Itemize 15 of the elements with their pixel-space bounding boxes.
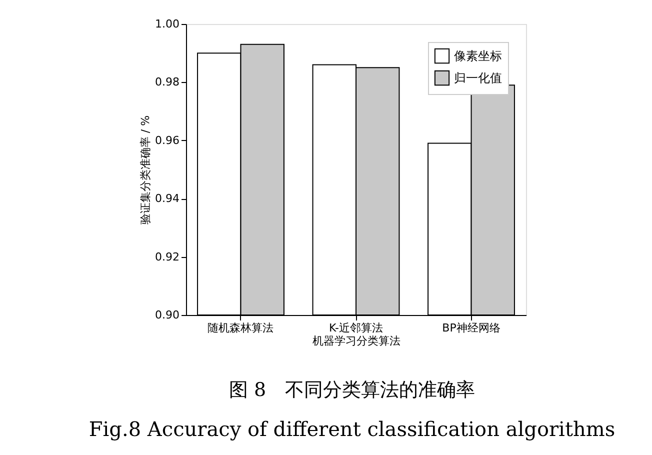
y-tick-label: 0.96 [155,134,180,147]
caption: Fig.8 Accuracy of different classification algorithms [88,417,616,441]
y-tick-label: 1.00 [155,18,180,30]
y-tick-label: 0.90 [155,308,180,322]
legend-label: 归一化值 [454,71,502,85]
x-axis-title: 机器学习分类算法 [312,334,400,348]
legend-label: 像素坐标 [454,49,502,63]
y-tick-label: 0.94 [155,192,180,206]
y-tick-label: 0.98 [155,76,180,89]
caption: 图 8 不同分类算法的准确率 [228,379,476,401]
y-tick-label: 0.92 [155,250,180,264]
x-tick-label: 随机森林算法 [208,322,274,334]
x-tick-label: K-近邻算法 [328,322,384,334]
y-axis-title: 验证集分类准确率 / % [139,115,152,225]
x-tick-label: BP神经网络 [442,322,500,334]
